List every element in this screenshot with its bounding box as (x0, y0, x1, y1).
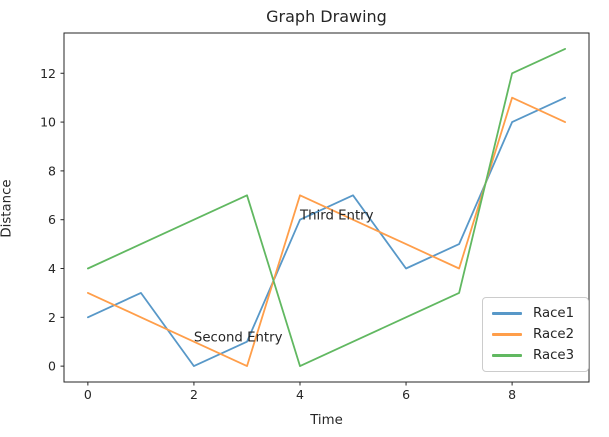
y-tick-label: 2 (48, 310, 56, 325)
y-tick-label: 4 (48, 261, 56, 276)
axes-spines (63, 32, 590, 383)
y-tick-label: 8 (48, 163, 56, 178)
legend-label-race1: Race1 (533, 305, 575, 321)
y-axis-label: Distance (0, 179, 15, 238)
chart-title: Graph Drawing (266, 7, 387, 26)
legend-line-swatch-race1 (492, 312, 522, 315)
annotation-text: Third Entry (299, 209, 374, 224)
legend-item-race3: Race3 (492, 349, 579, 362)
y-tick-label: 0 (48, 359, 56, 374)
series-line-race3 (87, 48, 566, 368)
legend-label-race2: Race2 (533, 326, 575, 342)
legend-line-swatch-race3 (492, 354, 522, 357)
legend: Race1 Race2 Race3 (482, 297, 589, 372)
x-axis-label: Time (310, 413, 343, 428)
legend-label-race3: Race3 (533, 347, 575, 363)
x-tick-label: 6 (402, 387, 410, 402)
x-tick-label: 8 (508, 387, 516, 402)
y-tick-label: 12 (40, 66, 56, 81)
legend-item-race2: Race2 (492, 328, 579, 341)
annotation-text: Second Entry (194, 331, 283, 346)
x-tick-label: 0 (84, 387, 92, 402)
legend-item-race1: Race1 (492, 307, 579, 320)
legend-line-swatch-race2 (492, 333, 522, 336)
x-tick-label: 4 (296, 387, 304, 402)
y-tick-label: 6 (48, 212, 56, 227)
x-tick-label: 2 (190, 387, 198, 402)
y-tick-label: 10 (40, 115, 56, 130)
